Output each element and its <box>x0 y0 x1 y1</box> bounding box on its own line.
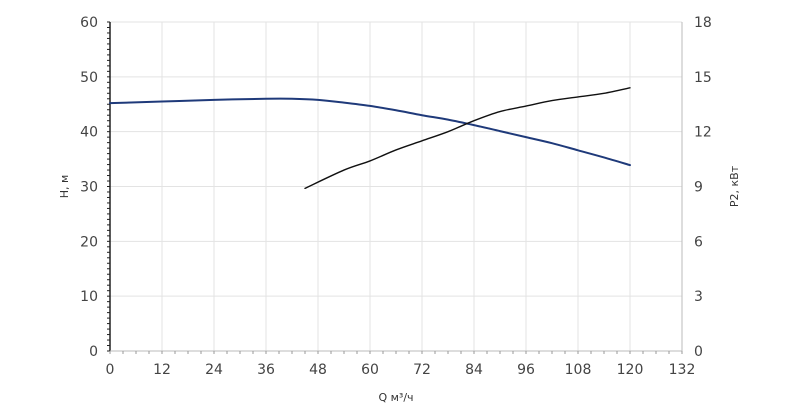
x-tick-label: 120 <box>617 362 644 378</box>
x-tick-label: 72 <box>413 362 431 378</box>
y-left-tick-label: 50 <box>80 70 98 86</box>
x-tick-label: 0 <box>106 362 115 378</box>
x-tick-label: 24 <box>205 362 223 378</box>
y-right-tick-label: 18 <box>694 15 712 31</box>
series-line-head <box>109 97 631 167</box>
x-tick-label: 60 <box>361 362 379 378</box>
y-right-axis-title: P2, кВт <box>728 165 741 207</box>
y-left-tick-label: 30 <box>80 180 98 196</box>
y-left-tick-label: 20 <box>80 234 98 250</box>
y-right-tick-label: 6 <box>694 234 703 250</box>
y-left-tick-label: 60 <box>80 15 98 31</box>
x-tick-label: 12 <box>153 362 171 378</box>
x-tick-label: 84 <box>465 362 483 378</box>
y-right-tick-label: 0 <box>694 344 703 360</box>
x-tick-label: 48 <box>309 362 327 378</box>
x-tick-label: 132 <box>669 362 696 378</box>
y-left-axis-title: H, м <box>58 175 71 199</box>
y-right-tick-label: 3 <box>694 289 703 305</box>
x-tick-label: 36 <box>257 362 275 378</box>
y-left-tick-label: 40 <box>80 125 98 141</box>
series-line-power <box>304 87 631 190</box>
x-tick-label: 96 <box>517 362 535 378</box>
y-left-tick-label: 0 <box>89 344 98 360</box>
x-axis-title: Q м³/ч <box>378 391 413 404</box>
y-right-tick-label: 9 <box>694 180 703 196</box>
y-right-tick-label: 15 <box>694 70 712 86</box>
y-left-tick-label: 10 <box>80 289 98 305</box>
x-tick-label: 108 <box>565 362 592 378</box>
y-right-tick-label: 12 <box>694 125 712 141</box>
